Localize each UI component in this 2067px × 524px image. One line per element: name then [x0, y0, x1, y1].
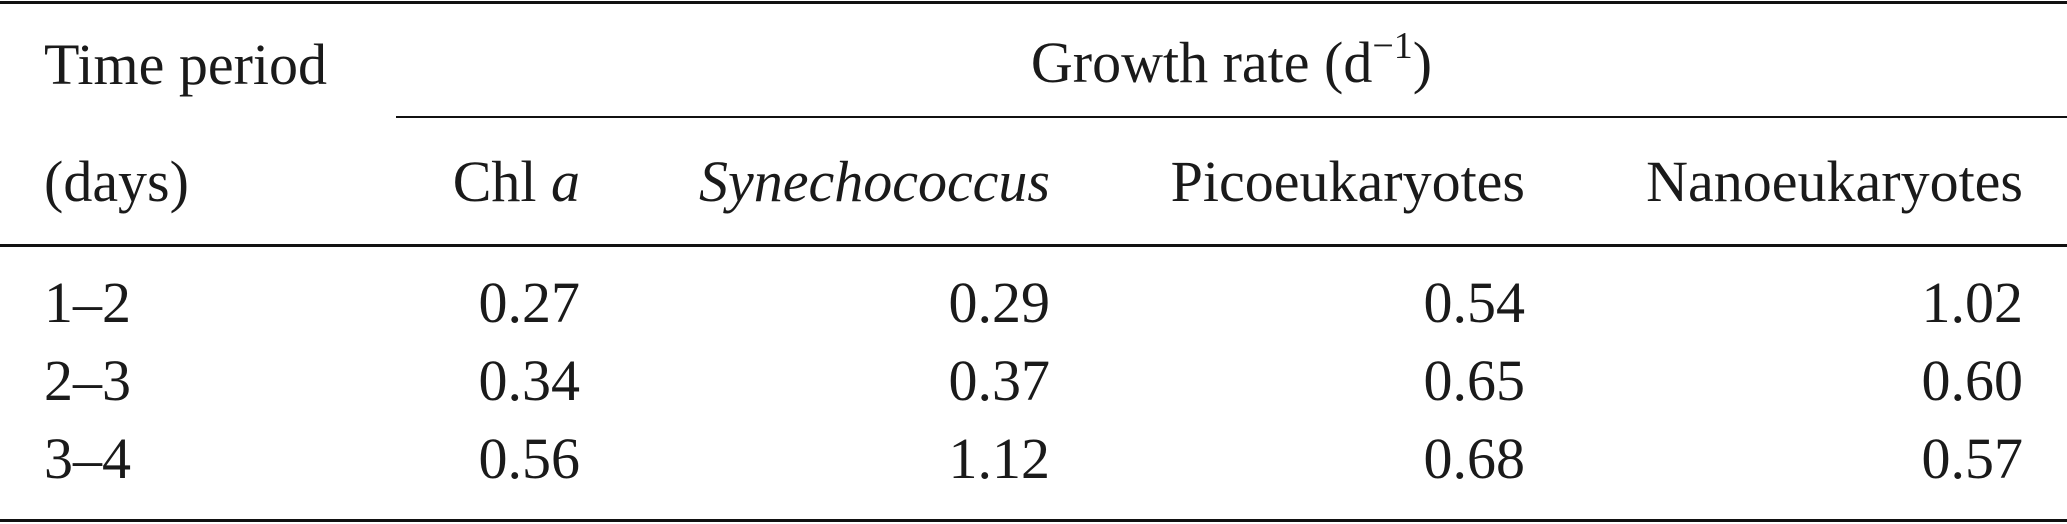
- header-rule: [0, 244, 2067, 247]
- cell-picoeukaryotes: 0.54: [1423, 270, 1526, 335]
- cell-chl-a: 0.27: [478, 270, 581, 335]
- cell-synechococcus: 0.29: [948, 270, 1051, 335]
- cell-synechococcus: 1.12: [948, 426, 1051, 491]
- cell-chl-a: 0.34: [478, 348, 581, 413]
- top-rule: [0, 1, 2067, 4]
- growth-rate-exponent: −1: [1372, 25, 1413, 67]
- growth-rate-label: Growth rate (d: [1030, 30, 1373, 95]
- cell-chl-a: 0.56: [478, 426, 581, 491]
- cell-nanoeukaryotes: 1.02: [1921, 270, 2024, 335]
- cell-period: 1–2: [44, 270, 131, 335]
- cell-picoeukaryotes: 0.65: [1423, 348, 1526, 413]
- header-growth-rate: Growth rate (d−1): [396, 27, 2067, 92]
- header-days: (days): [44, 149, 189, 214]
- cell-nanoeukaryotes: 0.57: [1921, 426, 2024, 491]
- bottom-rule: [0, 519, 2067, 522]
- header-time-period: Time period: [44, 32, 328, 97]
- growth-rate-close: ): [1412, 30, 1433, 95]
- cell-period: 2–3: [44, 348, 131, 413]
- cell-picoeukaryotes: 0.68: [1423, 426, 1526, 491]
- column-header-chl-a: Chl a: [452, 149, 580, 214]
- column-header-nanoeukaryotes: Nanoeukaryotes: [1646, 149, 2023, 214]
- column-header-picoeukaryotes: Picoeukaryotes: [1170, 149, 1525, 214]
- cell-synechococcus: 0.37: [948, 348, 1051, 413]
- growth-rate-spanner-rule: [396, 116, 2067, 118]
- cell-period: 3–4: [44, 426, 131, 491]
- cell-nanoeukaryotes: 0.60: [1921, 348, 2024, 413]
- column-header-synechococcus: Synechococcus: [698, 149, 1050, 214]
